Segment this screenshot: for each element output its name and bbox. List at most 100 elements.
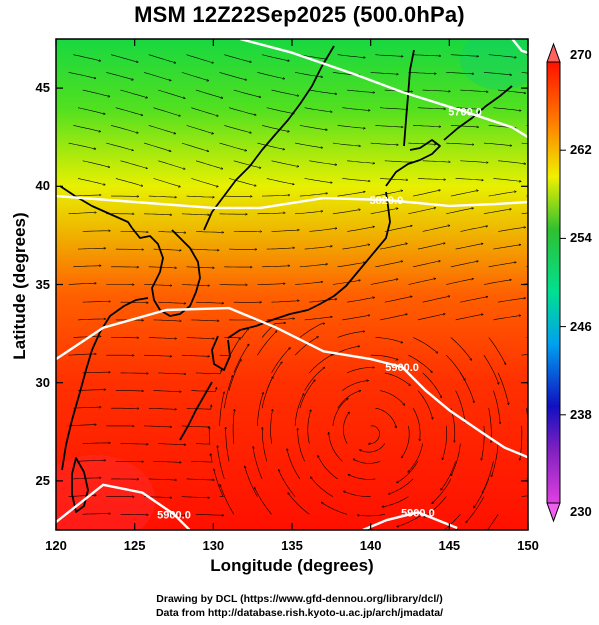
streamline [455,390,466,423]
colorbar-bottom-arrow [546,502,561,523]
contour-labels: 5900.0 5900.0 5900.0 5820.0 5700.0 [157,107,482,522]
streamline [181,425,210,427]
streamline [370,142,399,145]
streamline [257,142,284,149]
streamline [153,390,182,392]
streamline [224,375,232,409]
coastlines [59,45,513,513]
streamline [120,373,149,374]
streamline [369,425,380,444]
contour-label: 5820.0 [370,195,404,207]
streamline [384,372,411,386]
streamline [82,514,111,515]
streamline [486,514,499,530]
streamline [262,427,268,462]
streamline [158,89,185,98]
streamline [318,456,338,480]
streamline [195,160,223,169]
streamline [460,160,488,163]
streamline [195,232,224,233]
streamline [413,261,440,268]
streamline [417,107,446,109]
streamline [474,478,489,508]
streamline [82,302,111,303]
streamline [115,249,144,250]
streamline [68,425,97,427]
contour-label: 5900.0 [401,507,435,519]
streamline [195,370,222,375]
streamline [106,72,133,79]
streamline [332,142,361,146]
streamline [271,348,291,374]
streamline [357,514,385,516]
streamline [195,89,223,98]
streamline [342,178,370,181]
streamline [191,178,218,186]
streamline [408,72,436,73]
streamline [148,337,177,339]
streamline [181,354,210,356]
contour-line [56,306,528,459]
streamline [253,447,263,480]
streamline [348,475,376,480]
streamline [347,227,374,232]
streamline [493,315,520,321]
streamline [408,279,435,285]
streamline [158,372,186,374]
streamline [245,466,258,497]
streamline [337,192,366,197]
streamline [229,178,256,185]
streamline [158,160,185,169]
streamline [153,178,181,186]
streamline [375,191,402,197]
streamline [397,461,419,483]
streamline [455,314,483,321]
streamline [389,478,414,494]
colorbar [546,42,566,523]
colorbar-body [546,61,561,504]
streamline [271,301,300,303]
streamline [344,491,371,497]
streamline [257,213,285,214]
streamline [73,125,100,131]
streamline [483,209,512,215]
streamline [191,248,219,250]
streamline [342,107,370,111]
contour-line [56,194,528,210]
streamline [299,125,327,129]
streamline [309,354,332,374]
streamline [521,354,528,356]
streamline [153,107,181,116]
y-tick-label: 40 [35,178,50,194]
streamline [347,297,374,303]
streamline [450,54,479,57]
streamline [413,190,440,197]
streamline [445,354,465,380]
streamline [455,244,483,250]
streamline [120,302,149,303]
contour-label: 5900.0 [385,362,419,374]
streamline [412,337,438,354]
streamline [271,230,300,232]
streamline [195,427,210,445]
streamline [82,372,111,373]
streamline [68,142,96,149]
streamline [181,142,209,151]
streamline [73,54,100,61]
warm-core-southwest [56,455,155,530]
streamline [153,248,182,250]
streamline [455,178,484,180]
streamline [266,248,295,250]
streamline [111,125,138,132]
streamline [488,192,516,197]
streamline [77,178,105,184]
streamline [257,331,277,356]
streamline [77,390,106,391]
x-axis-label: Longitude (degrees) [210,556,374,575]
colorbar-tick-label: 238 [570,406,592,422]
streamline [309,89,337,94]
streamline [73,478,101,480]
streamline [417,314,445,321]
streamline [228,360,241,391]
korea-coast [131,227,201,317]
